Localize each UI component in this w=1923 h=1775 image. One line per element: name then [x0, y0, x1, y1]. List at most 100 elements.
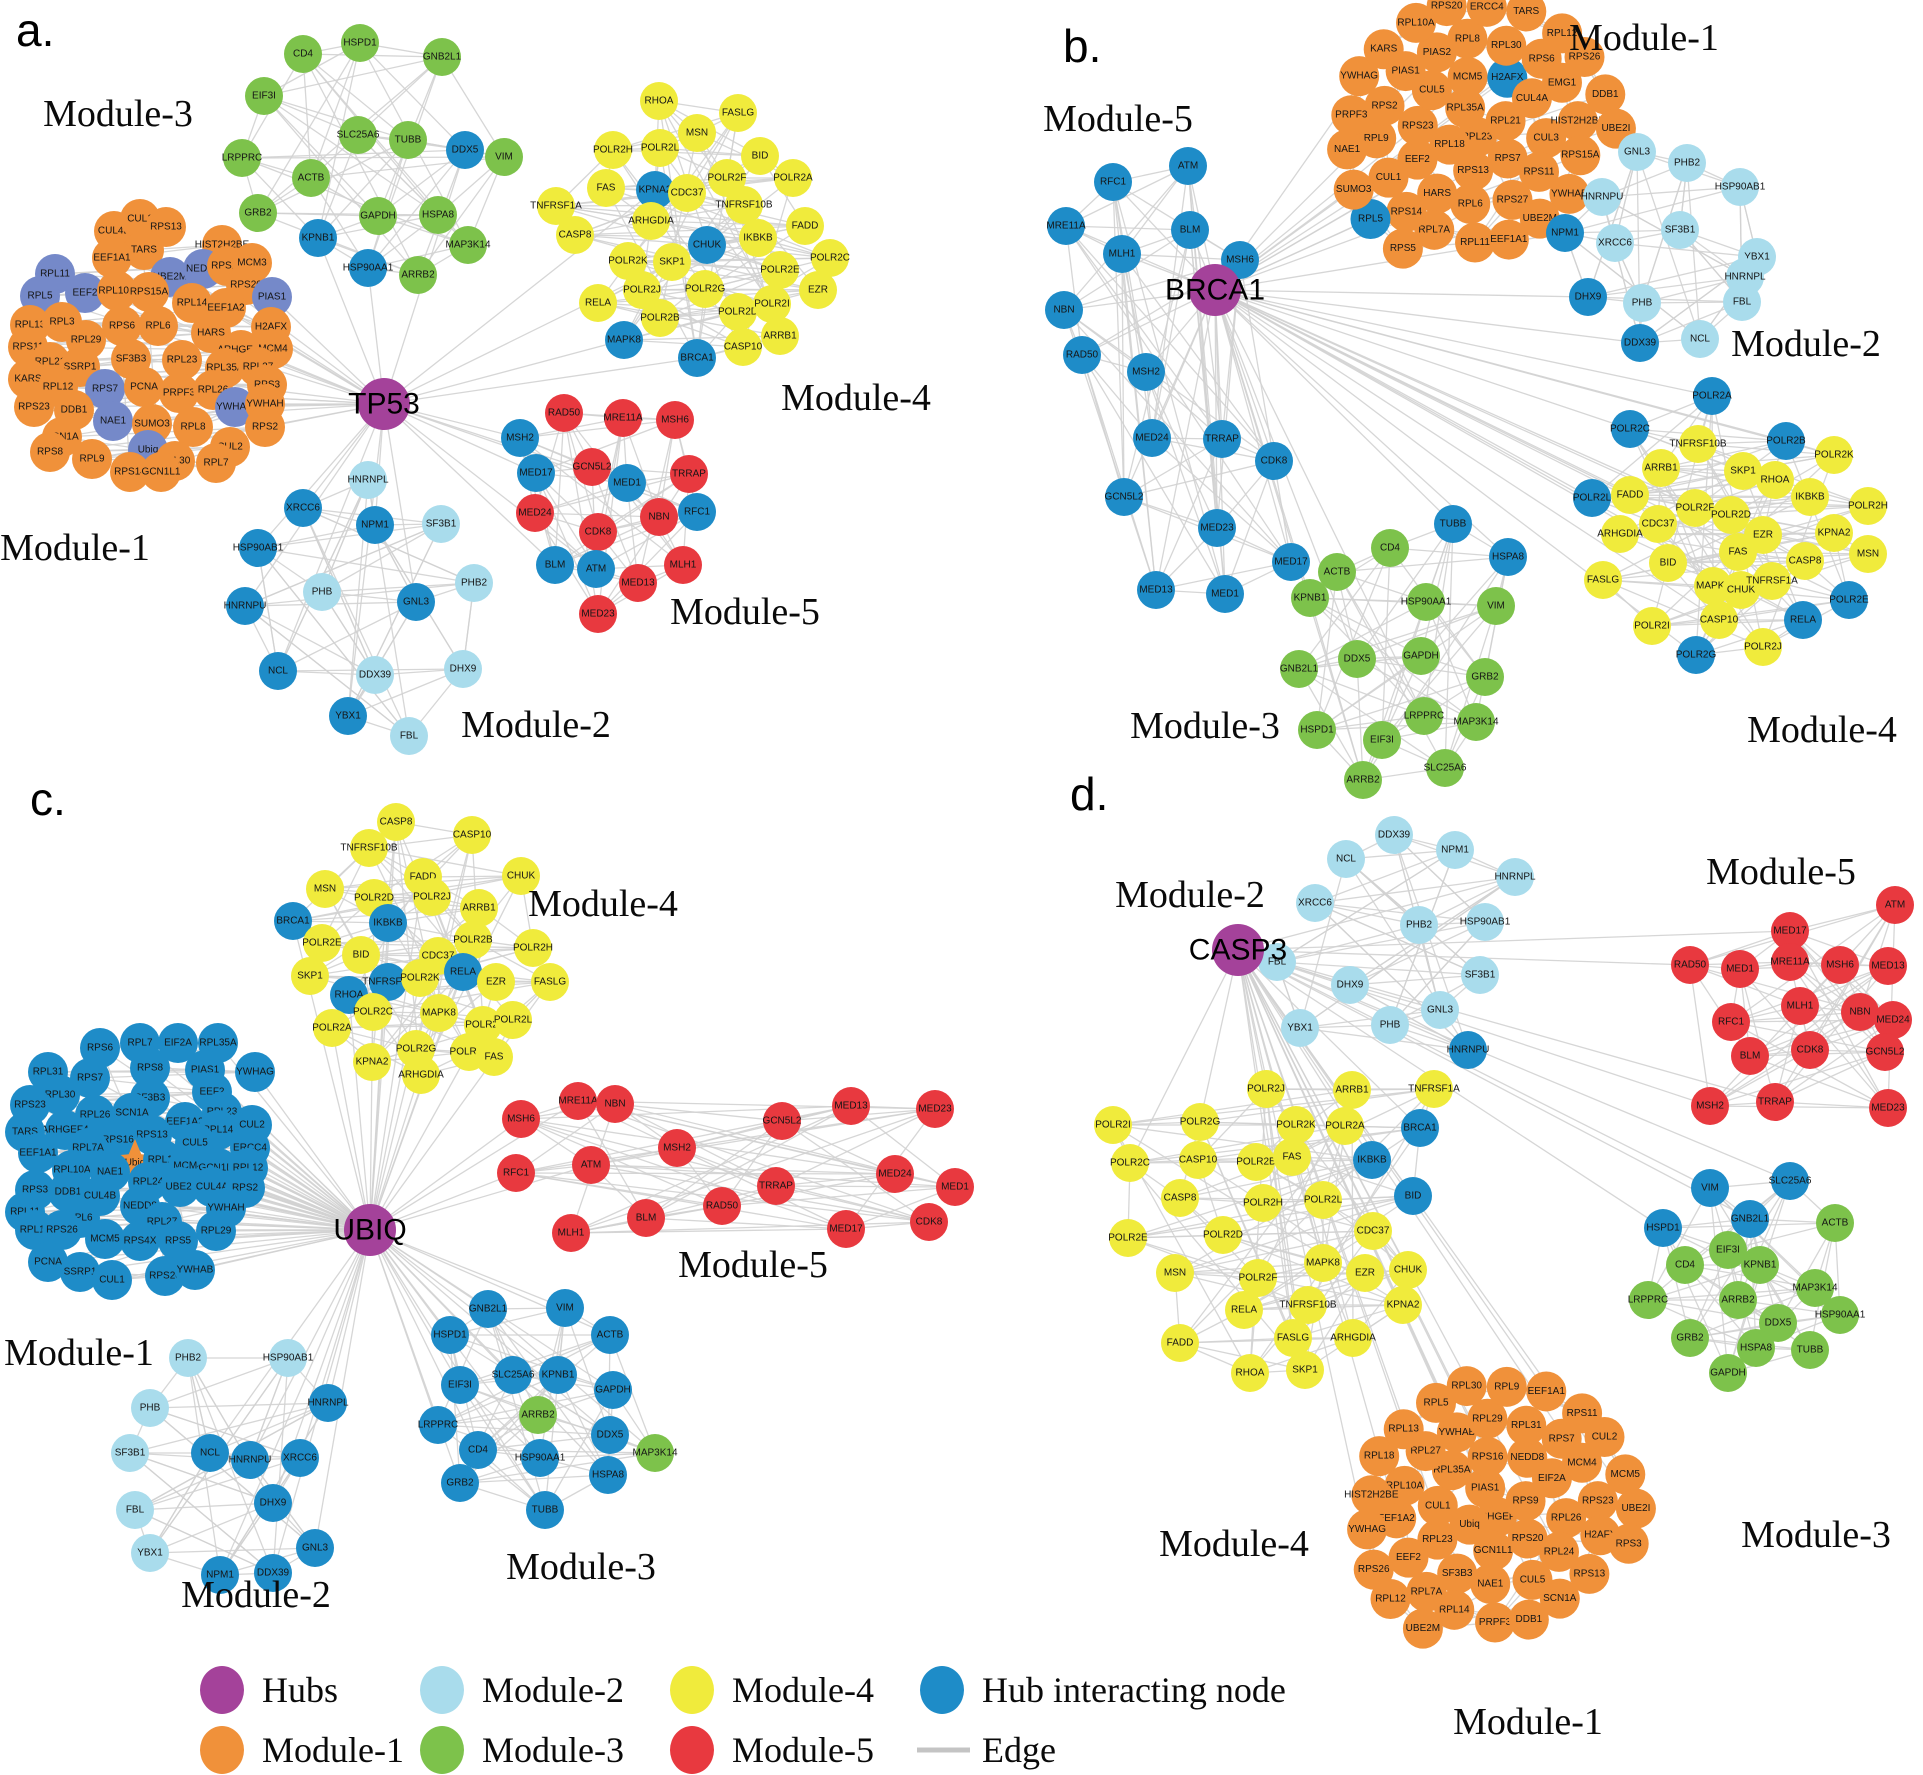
edge: [1237, 949, 1421, 1129]
node-gapdh: [359, 197, 397, 235]
node-label: ARRB1: [1335, 1085, 1369, 1096]
node-rpl11: [1455, 222, 1496, 263]
node-hsp90aa1: [1821, 1296, 1859, 1334]
node-label: NEDD8: [1510, 1452, 1544, 1463]
node-label: RPS3: [22, 1185, 49, 1196]
node-rps7: [1487, 138, 1528, 179]
edge: [1739, 968, 1776, 1103]
node-label: TRRAP: [759, 1181, 793, 1192]
node-casp10: [1179, 1141, 1217, 1179]
node-prpf3: [1475, 1602, 1516, 1643]
edge: [1356, 658, 1364, 781]
node-label: RPL14: [1439, 1604, 1470, 1615]
node-mcm5: [1605, 1454, 1646, 1495]
node-polr2e: [1830, 581, 1868, 619]
node-label: HNRNPU: [229, 1455, 272, 1466]
node-label: DDX5: [597, 1430, 624, 1441]
node-label: GRB2: [244, 208, 272, 219]
edge: [302, 53, 419, 276]
node-label: RPL7A: [1411, 1586, 1443, 1597]
node-label: PHB2: [1406, 920, 1433, 931]
node-label: RPL6: [145, 321, 170, 332]
edge: [1314, 849, 1456, 904]
edge: [1179, 1125, 1346, 1344]
node-label: TNFRSF1A: [1408, 1084, 1460, 1095]
edge: [1694, 496, 1811, 509]
edge: [1237, 949, 1458, 1433]
node-atm: [1876, 886, 1914, 924]
node-label: ARRB1: [462, 903, 496, 914]
edge: [277, 601, 417, 672]
node-gapdh: [594, 1371, 632, 1409]
edge: [1214, 289, 1454, 525]
node-rps14: [110, 452, 150, 492]
node-label: MCM4: [258, 344, 288, 355]
edge: [369, 1229, 461, 1386]
node-label: HNRNPU: [1447, 1045, 1490, 1056]
edge: [1697, 443, 1835, 456]
node-cd4: [1666, 1246, 1704, 1284]
node-slc25a6: [339, 116, 377, 154]
edge: [129, 1452, 274, 1504]
edge: [449, 1334, 614, 1391]
edge: [544, 1389, 614, 1511]
legend-swatch-module3: [420, 1726, 464, 1774]
node-label: POLR2E: [1829, 595, 1869, 606]
node-ezr: [1346, 1254, 1384, 1292]
edge: [244, 605, 376, 676]
edge: [129, 1452, 274, 1574]
node-label: POLR2B: [1766, 436, 1806, 447]
node-label: TRRAP: [672, 469, 706, 480]
edge: [327, 1229, 371, 1404]
node-label: RPS14: [1391, 206, 1423, 217]
node-label: HARS: [197, 328, 225, 339]
node-label: SF3B1: [1465, 970, 1496, 981]
node-rpl23: [162, 340, 202, 380]
node-label: EEF2: [199, 1087, 224, 1098]
edge: [369, 1229, 566, 1309]
edge: [417, 156, 505, 276]
edge: [570, 1221, 930, 1234]
node-prpf3: [1331, 95, 1372, 136]
node-label: CDC37: [1642, 519, 1675, 530]
node-cul1: [1417, 1485, 1458, 1526]
node-ube2i: [160, 1167, 200, 1207]
node-label: RPS13: [150, 222, 182, 233]
node-ubiq: [1449, 1504, 1490, 1545]
node-cd4: [284, 35, 322, 73]
edge: [1112, 1088, 1435, 1126]
node-label: RPL21: [1490, 116, 1521, 127]
node-label: MED17: [829, 1224, 863, 1235]
edge: [1214, 289, 1425, 717]
node-rps2: [1364, 85, 1405, 126]
node-label: EIF3I: [252, 91, 276, 102]
node-label: BID: [1660, 558, 1677, 569]
node-label: NPM1: [361, 520, 389, 531]
edge: [1774, 904, 1896, 1103]
node-eif2a: [158, 1023, 198, 1063]
node-xrcc6: [1296, 884, 1334, 922]
edge: [577, 1100, 936, 1110]
edge: [659, 132, 698, 319]
edge: [1349, 974, 1481, 986]
node-label: MCM4: [173, 1161, 203, 1172]
node-rhoa: [1231, 1354, 1269, 1392]
edge: [1123, 289, 1216, 498]
node-polr2g: [1677, 636, 1715, 674]
edge: [244, 605, 410, 737]
edge: [187, 1357, 274, 1574]
edge: [1785, 440, 1850, 601]
node-label: KPNB1: [1744, 1260, 1777, 1271]
edge: [129, 1452, 251, 1461]
node-rpl30: [1446, 1366, 1487, 1407]
edge: [1564, 232, 1701, 340]
node-cd4: [1371, 529, 1409, 567]
legend-swatch-module1: [200, 1726, 244, 1774]
node-label: RPL12: [43, 382, 74, 393]
edge: [383, 357, 698, 405]
node-label: PHB: [1632, 298, 1653, 309]
edge: [257, 42, 361, 214]
node-label: CUL3: [1533, 133, 1559, 144]
node-label: RPL26: [80, 1110, 111, 1121]
node-label: MSH6: [507, 1114, 535, 1125]
